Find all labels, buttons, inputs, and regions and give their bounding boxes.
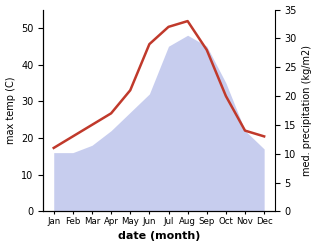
Y-axis label: med. precipitation (kg/m2): med. precipitation (kg/m2) <box>302 45 313 176</box>
X-axis label: date (month): date (month) <box>118 231 200 242</box>
Y-axis label: max temp (C): max temp (C) <box>5 77 16 144</box>
